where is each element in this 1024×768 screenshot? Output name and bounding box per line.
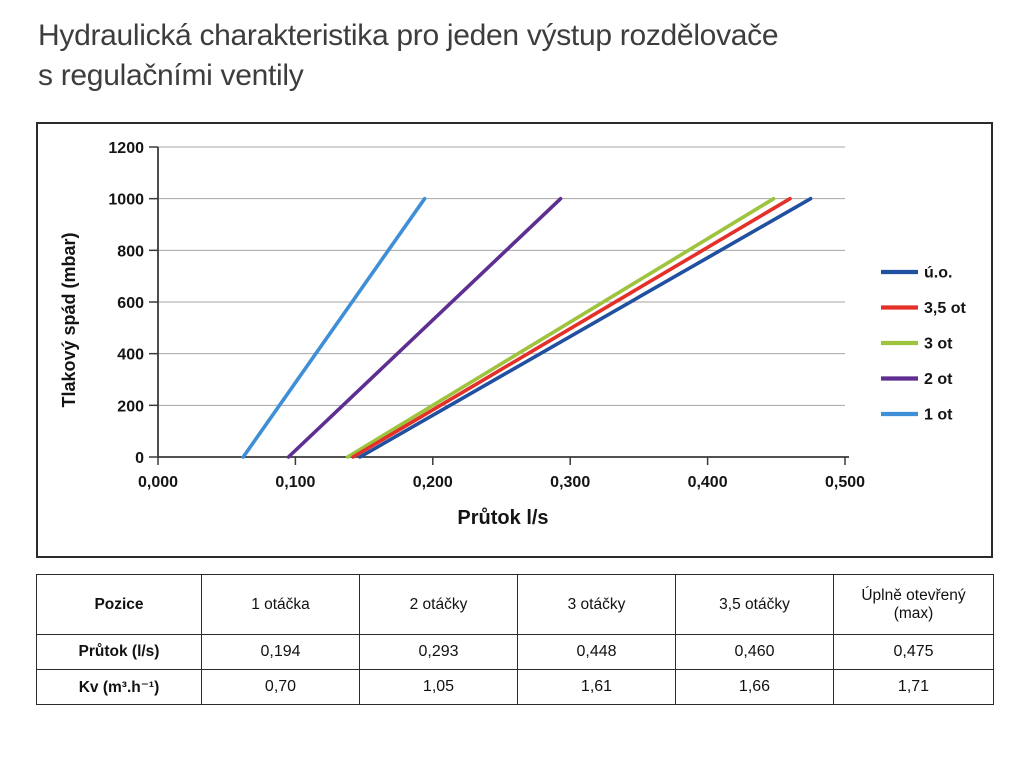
page-title: Hydraulická charakteristika pro jeden vý…: [38, 16, 779, 95]
table-cell: 1,66: [675, 669, 834, 705]
series-line-2: [345, 196, 776, 459]
x-tick-label: 0,100: [275, 474, 315, 491]
x-tick-label: 0,300: [550, 474, 590, 491]
y-axis-label: Tlakový spád (mbar): [59, 232, 79, 407]
page-title-line2: s regulačními ventily: [38, 58, 304, 92]
chart-tick-labels: 0 200 400 600 800 1000 1200 0,000 0,100 0,200 0,30…: [108, 140, 865, 491]
table-header-pozice: Pozice: [36, 574, 202, 635]
legend-label-0: ú.o.: [924, 265, 952, 282]
table-header-3-5-otacky: 3,5 otáčky: [675, 574, 834, 635]
line-chart: 0 200 400 600 800 1000 1200 0,000 0,100 0,200 0,30…: [59, 140, 966, 529]
series-line-1: [351, 196, 792, 459]
table-header-2-otacky: 2 otáčky: [359, 574, 518, 635]
table-cell: 0,293: [359, 634, 518, 670]
table-header-1-otacka: 1 otáčka: [201, 574, 360, 635]
table-cell: 1,05: [359, 669, 518, 705]
legend-label-4: 1 ot: [924, 407, 953, 424]
table-cell: 1,61: [517, 669, 676, 705]
x-tick-label: 0,500: [825, 474, 865, 491]
x-tick-label: 0,400: [688, 474, 728, 491]
y-tick-label: 0: [135, 450, 144, 467]
chart-panel: 0 200 400 600 800 1000 1200 0,000 0,100 0,200 0,30…: [36, 122, 993, 558]
legend-label-2: 3 ot: [924, 336, 953, 353]
table-row-prutok: Průtok (l/s) 0,194 0,293 0,448 0,460 0,4…: [36, 634, 994, 670]
table-header-3-otacky: 3 otáčky: [517, 574, 676, 635]
x-axis-label: Průtok l/s: [457, 507, 548, 529]
legend-label-1: 3,5 ot: [924, 300, 966, 317]
table-cell: 0,448: [517, 634, 676, 670]
series-line-4: [241, 196, 427, 459]
table-cell: 0,460: [675, 634, 834, 670]
table-cell: 0,70: [201, 669, 360, 705]
row-label-kv: Kv (m³.h⁻¹): [36, 669, 202, 705]
y-tick-label: 400: [117, 347, 144, 364]
y-tick-label: 600: [117, 295, 144, 312]
data-table: Pozice 1 otáčka 2 otáčky 3 otáčky 3,5 ot…: [36, 574, 994, 705]
y-tick-label: 1200: [108, 140, 144, 157]
chart-series-lines: [241, 196, 813, 459]
table-cell: 0,194: [201, 634, 360, 670]
row-label-prutok: Průtok (l/s): [36, 634, 202, 670]
x-tick-label: 0,200: [413, 474, 453, 491]
chart-legend: ú.o. 3,5 ot 3 ot 2 ot 1 ot: [881, 265, 966, 424]
legend-label-3: 2 ot: [924, 371, 953, 388]
table-header-uplne-otevreny: Úplně otevřený (max): [833, 574, 994, 635]
table-cell: 1,71: [833, 669, 994, 705]
series-line-0: [358, 196, 813, 459]
y-tick-label: 800: [117, 243, 144, 260]
y-tick-label: 200: [117, 398, 144, 415]
table-row-kv: Kv (m³.h⁻¹) 0,70 1,05 1,61 1,66 1,71: [36, 669, 994, 705]
table-header-row: Pozice 1 otáčka 2 otáčky 3 otáčky 3,5 ot…: [36, 574, 994, 635]
chart-gridlines: [158, 146, 845, 406]
table-cell: 0,475: [833, 634, 994, 670]
page-title-line1: Hydraulická charakteristika pro jeden vý…: [38, 19, 779, 52]
x-tick-label: 0,000: [138, 474, 178, 491]
series-line-3: [286, 196, 563, 459]
chart-axes: [149, 146, 849, 465]
y-tick-label: 1000: [108, 192, 144, 209]
